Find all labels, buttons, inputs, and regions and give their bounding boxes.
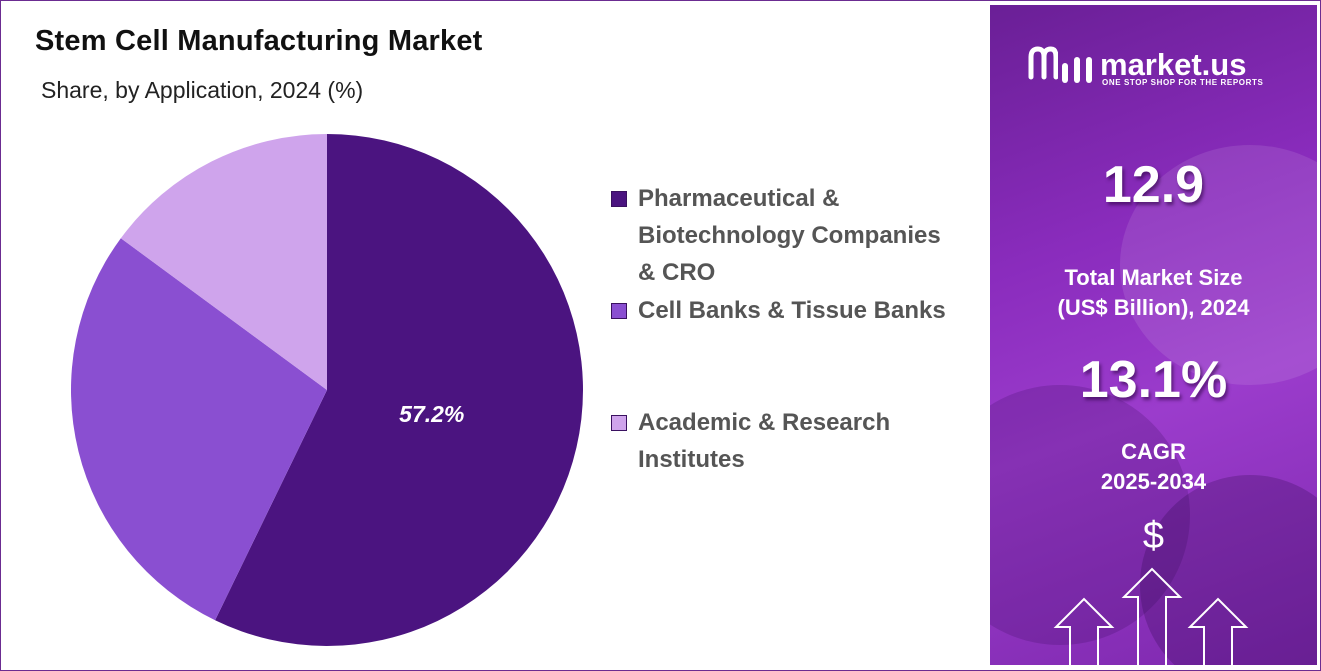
legend-label-academic-line1: Academic & Research	[638, 409, 891, 436]
cagr-caption-line1: CAGR	[1121, 439, 1186, 464]
cagr-value: 13.1%	[1079, 351, 1228, 409]
market-size-value: 12.9	[1102, 156, 1205, 214]
chart-subtitle: Share, by Application, 2024 (%)	[41, 77, 364, 103]
legend-label-cell-banks-line1: Cell Banks & Tissue Banks	[638, 297, 946, 324]
cagr-caption-line2: 2025-2034	[1100, 469, 1207, 494]
legend-swatch-academic	[611, 415, 627, 431]
legend-label-cell-banks: Cell Banks & Tissue Banks	[638, 292, 946, 329]
pie-slice-0	[215, 134, 583, 646]
market-size-caption-line1: Total Market Size	[1064, 265, 1243, 290]
legend-label-pharma: Pharmaceutical & Biotechnology Companies…	[638, 180, 941, 291]
legend-label-pharma-line1: Pharmaceutical &	[638, 185, 840, 212]
market-size-caption-line2: (US$ Billion), 2024	[1057, 295, 1250, 320]
logo-bars-icon	[1062, 57, 1092, 83]
dollar-icon: $	[1142, 515, 1165, 557]
legend-label-pharma-line3: & CRO	[638, 259, 716, 286]
growth-arrows-icon	[1053, 567, 1249, 665]
legend-swatch-pharma	[611, 191, 627, 207]
pie-slice-2	[120, 134, 327, 390]
legend-label-academic-line2: Institutes	[638, 446, 745, 473]
summary-panel: market.us ONE STOP SHOP FOR THE REPORTS …	[990, 5, 1317, 665]
legend-label-pharma-line2: Biotechnology Companies	[638, 222, 941, 249]
chart-title: Stem Cell Manufacturing Market	[35, 25, 483, 57]
pie-slice-label-0: 57.2%	[399, 401, 464, 427]
legend-label-academic: Academic & Research Institutes	[638, 404, 890, 478]
pie-chart: 57.2%	[70, 134, 583, 646]
pie-slice-1	[70, 238, 328, 621]
brand-name: market.us	[1100, 47, 1247, 82]
brand-tagline: ONE STOP SHOP FOR THE REPORTS	[1102, 78, 1264, 87]
legend-swatch-cell-banks	[611, 303, 627, 319]
market-us-logo-icon	[1028, 46, 1058, 80]
